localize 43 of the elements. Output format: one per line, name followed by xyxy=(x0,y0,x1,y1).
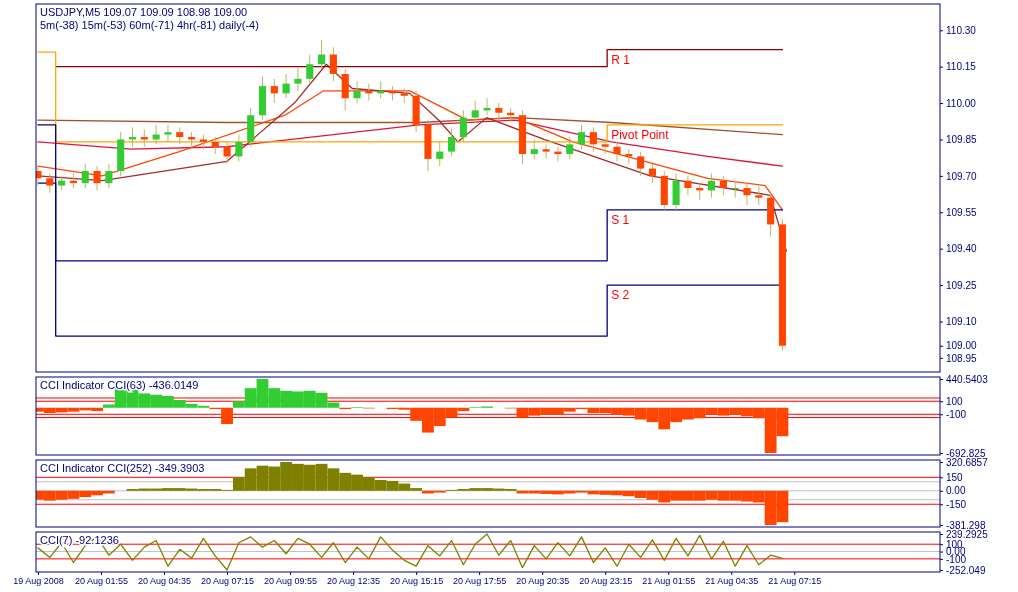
y-tick-label: 109.70 xyxy=(946,170,978,182)
y-tick-label: 239.2925 xyxy=(946,528,989,540)
x-tick-label: 20 Aug 12:35 xyxy=(327,576,381,587)
annotation: R 1 xyxy=(611,52,631,67)
x-tick-label: 21 Aug 01:55 xyxy=(642,576,696,587)
x-tick-label: 20 Aug 04:35 xyxy=(137,576,192,587)
y-tick-label: 440.5403 xyxy=(946,373,989,385)
y-tick-label: 100 xyxy=(946,395,964,407)
y-tick-label: 109.25 xyxy=(946,279,978,291)
y-tick-label: 109.85 xyxy=(946,134,978,146)
y-tick-label: 0.00 xyxy=(946,485,966,497)
annotation: S 1 xyxy=(611,212,630,227)
chart-title: CCI Indicator CCI(252) -349.3903 xyxy=(40,462,205,474)
y-tick-label: 110.15 xyxy=(946,61,977,73)
x-tick-label: 21 Aug 07:15 xyxy=(768,576,822,587)
y-tick-label: 109.00 xyxy=(946,340,978,352)
y-tick-label: -381.298 xyxy=(946,519,986,531)
x-tick-label: 19 Aug 2008 xyxy=(13,576,64,587)
x-tick-label: 21 Aug 04:35 xyxy=(705,576,759,587)
x-tick-label: 20 Aug 15:15 xyxy=(390,576,444,587)
x-tick-label: 20 Aug 20:35 xyxy=(516,576,570,587)
y-tick-label: -692.825 xyxy=(946,447,986,459)
y-tick-label: -100 xyxy=(946,408,967,420)
chart-title: USDJPY,M5 109.07 109.09 108.98 109.00 xyxy=(40,6,248,18)
x-tick-label: 20 Aug 17:55 xyxy=(453,576,507,587)
y-tick-label: 109.10 xyxy=(946,316,978,328)
x-tick-label: 20 Aug 07:15 xyxy=(201,576,255,587)
y-tick-label: 108.95 xyxy=(946,352,978,364)
x-tick-label: 20 Aug 23:15 xyxy=(579,576,633,587)
annotation: Pivot Point xyxy=(611,127,670,142)
x-tick-label: 20 Aug 01:55 xyxy=(74,576,129,587)
y-tick-label: 150 xyxy=(946,472,964,484)
y-tick-label: 320.6857 xyxy=(946,456,989,468)
y-tick-label: 110.30 xyxy=(946,24,977,36)
x-tick-label: 20 Aug 09:55 xyxy=(264,576,318,587)
y-tick-label: 110.00 xyxy=(946,97,977,109)
chart-title: CCI Indicator CCI(63) -436.0149 xyxy=(40,379,199,391)
text: 5m(-38) 15m(-53) 60m(-71) 4hr(-81) daily(-4) xyxy=(40,19,259,31)
annotation: S 2 xyxy=(611,288,630,303)
y-tick-label: -150 xyxy=(946,498,967,510)
y-tick-label: 109.40 xyxy=(946,243,978,255)
y-tick-label: -252.049 xyxy=(946,564,986,576)
y-tick-label: 109.55 xyxy=(946,206,978,218)
